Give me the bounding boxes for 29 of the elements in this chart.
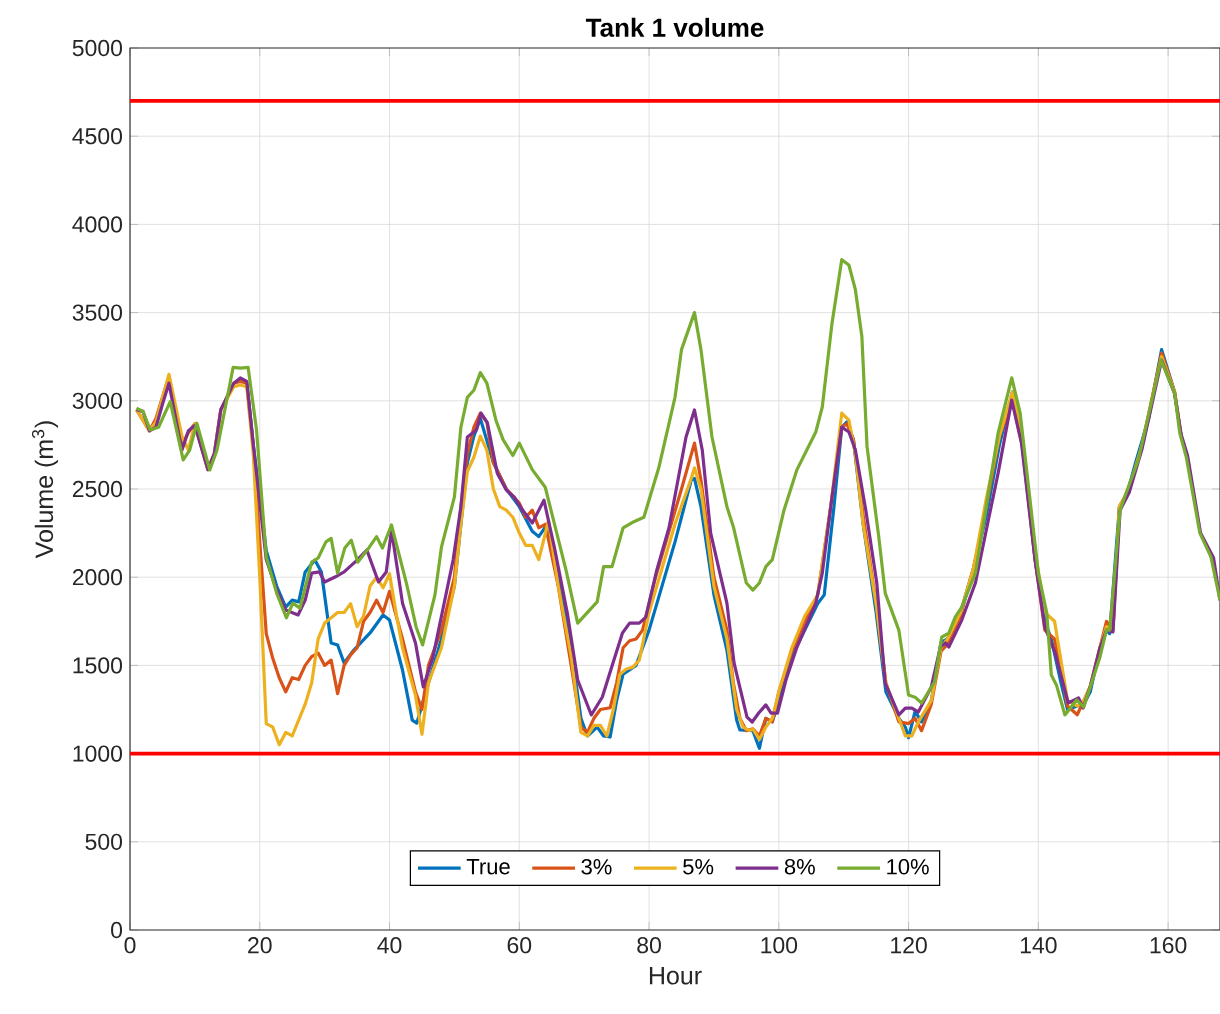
chart-title: Tank 1 volume [585,17,764,37]
y-tick-label: 1500 [73,657,123,674]
y-tick-label: 0 [111,921,123,939]
y-tick-label: 2500 [72,480,123,498]
x-tick-label: 20 [248,937,272,954]
y-tick-label: 1000 [73,745,123,762]
x-tick-label: 80 [637,937,661,954]
y-tick-label: 4500 [72,128,123,145]
x-axis-title: Hour [649,967,702,985]
legend-label: 5% [683,859,714,875]
y-tick-label: 3500 [72,304,123,321]
x-tick-label: 40 [377,937,402,954]
legend-label: 3% [581,858,612,875]
x-tick-label: 0 [124,937,136,954]
legend-label: 10% [887,858,929,875]
y-tick-label: 500 [85,833,123,850]
line-series [134,258,1220,717]
y-axis-title: Volume (m$^{3}$) [31,421,59,559]
x-tick-label: 100 [761,937,798,954]
y-tick-label: 2000 [72,569,123,586]
legend-label: 8% [784,858,815,875]
x-tick-label: 60 [507,937,532,954]
legend-label: True [466,859,510,875]
x-tick-label: 160 [1150,937,1187,954]
y-tick-label: 3000 [72,392,123,409]
x-tick-label: 120 [891,937,927,954]
y-tick-label: 4000 [72,216,123,233]
x-tick-label: 140 [1020,937,1057,954]
y-tick-label: 5000 [72,39,123,57]
